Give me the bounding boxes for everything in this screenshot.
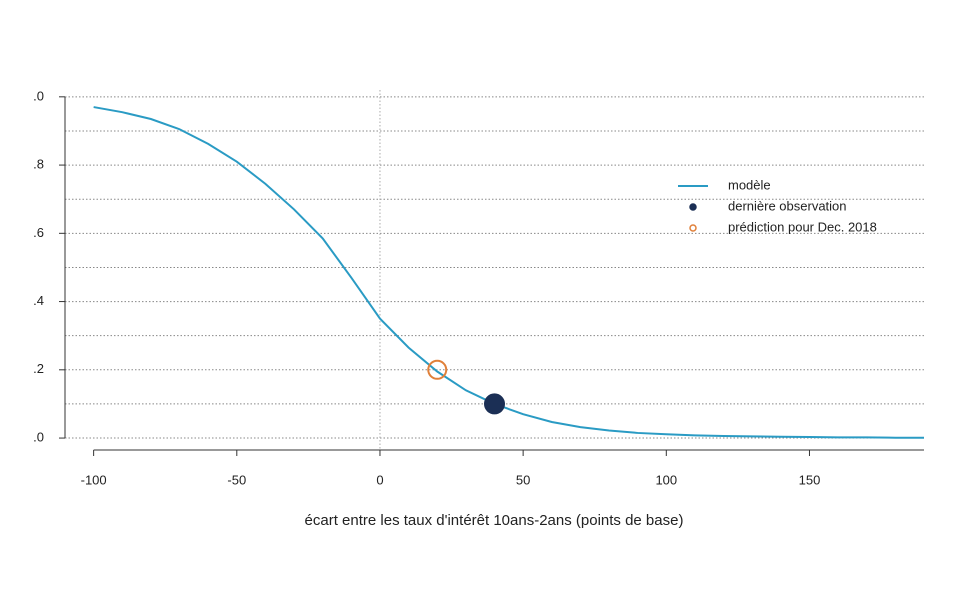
model-line [93,106,924,439]
x-tick-label: -100 [81,472,107,487]
x-tick-label: -50 [227,472,246,487]
y-tick-label: .2 [33,361,44,376]
legend-marker [689,203,697,211]
y-tick-label: .4 [33,293,44,308]
legend-label: modèle [728,177,771,192]
x-axis-label: écart entre les taux d'intérêt 10ans-2an… [305,512,684,529]
legend-label: prédiction pour Dec. 2018 [728,219,877,234]
x-tick-label: 150 [799,472,821,487]
y-tick-label: .8 [33,157,44,172]
legend-label: dernière observation [728,198,847,213]
y-tick-label: .6 [33,225,44,240]
x-tick-label: 0 [376,472,383,487]
observation-point [484,393,505,415]
y-tick-label: .0 [33,429,44,444]
x-tick-label: 100 [655,472,677,487]
x-tick-label: 50 [516,472,530,487]
legend-marker [689,224,697,232]
y-tick-label: .0 [33,88,44,103]
prediction-point [427,359,448,380]
